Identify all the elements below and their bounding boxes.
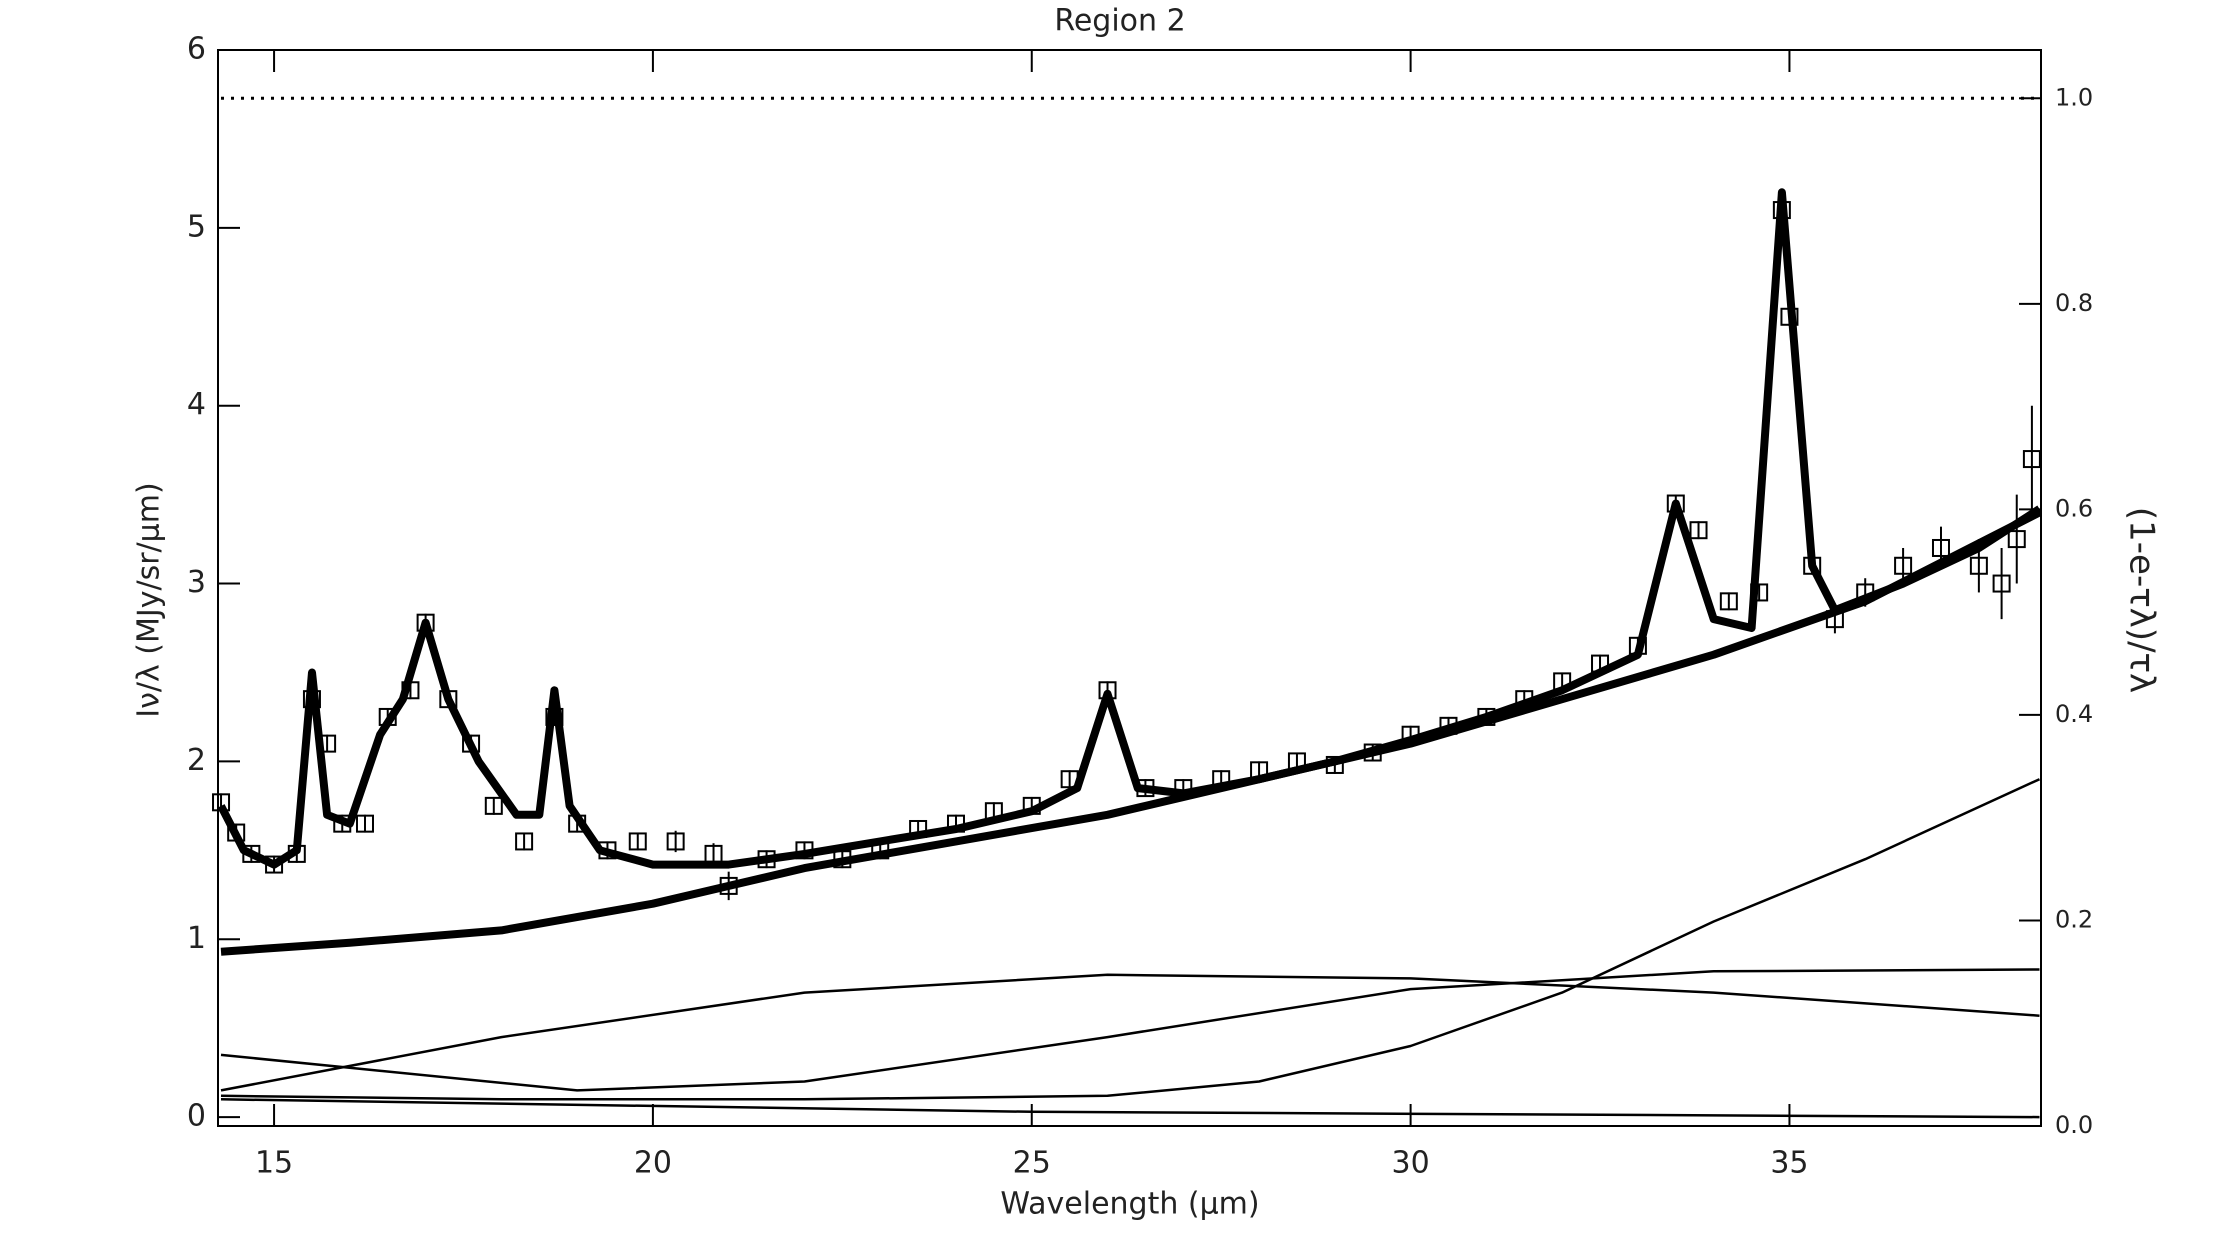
- data-point: [2022, 450, 2041, 469]
- y2-axis-label: (1-e-τλ)/τλ: [2122, 507, 2162, 693]
- y-tick-label: 6: [187, 32, 206, 67]
- y2-tick-label: 0.4: [2055, 700, 2093, 728]
- data-point: [355, 814, 374, 833]
- y-tick-label: 2: [187, 743, 206, 778]
- fit-line: [220, 508, 2042, 956]
- data-point: [515, 832, 534, 851]
- data-point: [2007, 530, 2026, 549]
- y-tick-label: 0: [187, 1099, 206, 1134]
- plot-frame: [217, 49, 2042, 1127]
- y2-tick-label: 0.2: [2055, 905, 2093, 933]
- fit-line: [220, 968, 2040, 1092]
- fit-line: [220, 778, 2041, 1101]
- y2-tick-label: 1.0: [2055, 83, 2093, 111]
- fit-line: [220, 1098, 2040, 1119]
- x-axis-label: Wavelength (μm): [1000, 1187, 1259, 1222]
- data-point: [1894, 556, 1913, 575]
- y2-tick-label: 0.6: [2055, 494, 2093, 522]
- x-tick-label: 15: [255, 1146, 293, 1181]
- y-tick-label: 5: [187, 209, 206, 244]
- chart-title: Region 2: [1054, 4, 1185, 39]
- data-point: [666, 832, 685, 851]
- y2-tick-label: 0.8: [2055, 289, 2093, 317]
- y-tick-label: 4: [187, 387, 206, 422]
- data-point: [1969, 556, 1988, 575]
- y2-tick-label: 0.0: [2055, 1111, 2093, 1139]
- data-point: [1689, 521, 1708, 540]
- y-tick-label: 3: [187, 565, 206, 600]
- fit-line: [220, 973, 2040, 1092]
- y-tick-label: 1: [187, 921, 206, 956]
- data-point: [484, 796, 503, 815]
- y-axis-label: Iν/λ (MJy/sr/μm): [132, 482, 167, 717]
- data-point: [1992, 574, 2011, 593]
- x-tick-label: 35: [1770, 1146, 1808, 1181]
- data-point: [1719, 592, 1738, 611]
- x-tick-label: 30: [1392, 1146, 1430, 1181]
- fit-line: [217, 188, 2042, 869]
- x-tick-label: 20: [634, 1146, 672, 1181]
- data-point: [628, 832, 647, 851]
- x-tick-label: 25: [1013, 1146, 1051, 1181]
- data-point: [1931, 538, 1950, 557]
